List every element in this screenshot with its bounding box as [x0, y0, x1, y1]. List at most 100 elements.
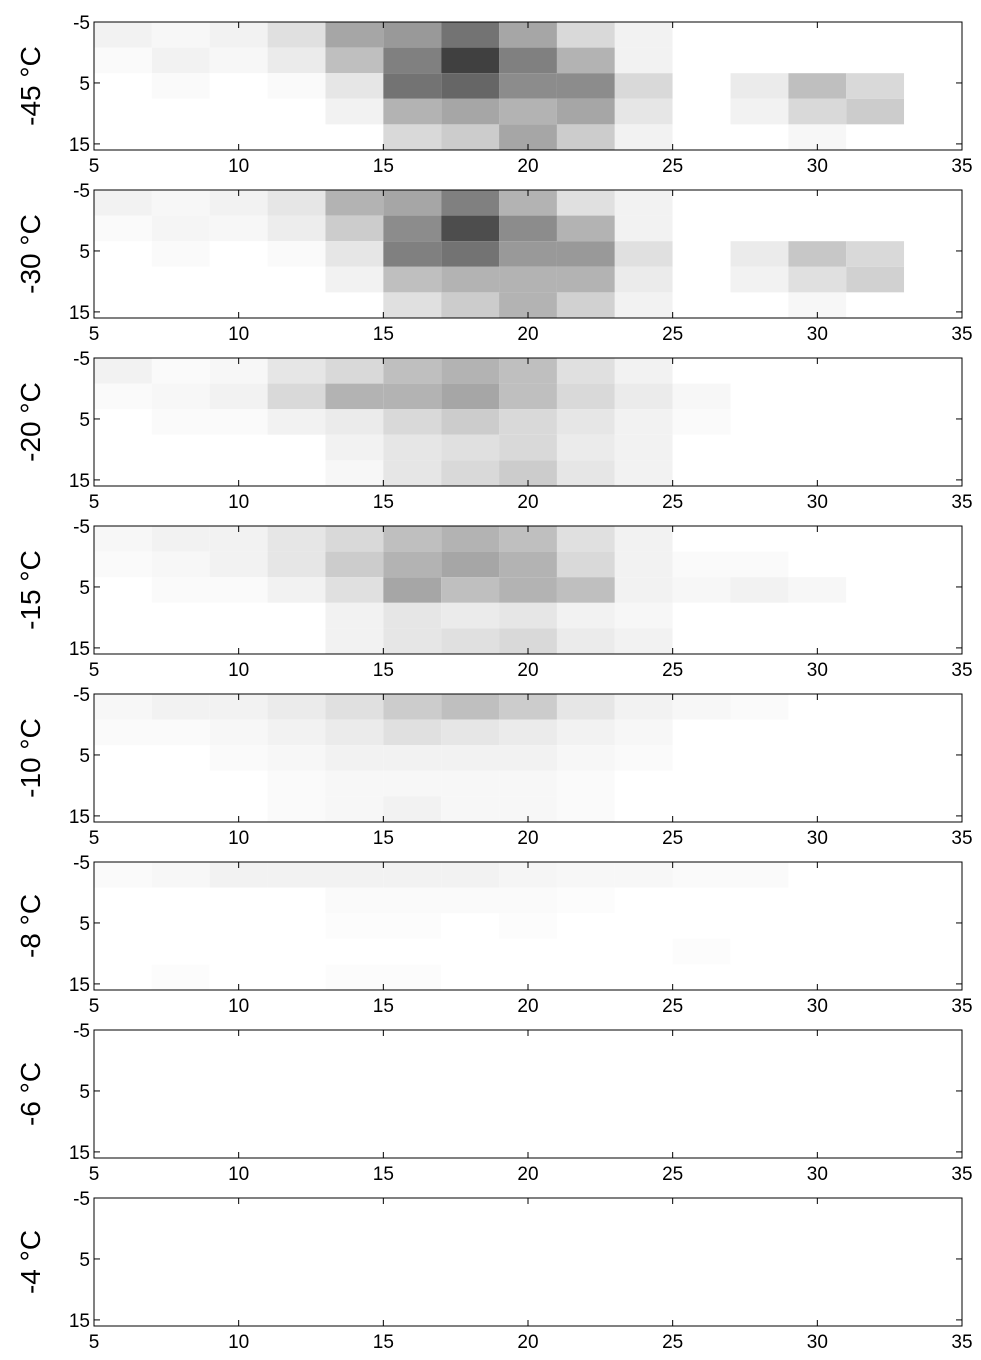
heat-cell	[499, 602, 557, 629]
heat-cell	[383, 47, 442, 74]
x-tick-label: 30	[807, 996, 828, 1017]
x-tick-label: 15	[373, 660, 394, 681]
heat-cell	[94, 1030, 152, 1056]
x-tick-label: 10	[228, 996, 249, 1017]
heat-cell	[383, 719, 442, 746]
heat-cell	[672, 1030, 731, 1056]
heat-cell	[672, 1132, 731, 1158]
heat-cell	[672, 215, 731, 242]
heat-cell	[672, 98, 731, 125]
x-tick-label: 30	[807, 324, 828, 345]
heat-cell	[151, 1055, 210, 1082]
heat-cell	[788, 770, 847, 797]
heat-cell	[209, 47, 268, 74]
heat-cell	[499, 577, 557, 603]
heat-cell	[672, 266, 731, 293]
heat-cell	[441, 98, 500, 125]
x-tick-label: 10	[228, 1164, 249, 1185]
heat-cell	[267, 745, 326, 771]
heat-cell	[209, 241, 268, 267]
heat-cell	[556, 1223, 615, 1250]
heat-cell	[267, 526, 326, 552]
heat-cell	[788, 98, 847, 125]
heat-cell	[614, 913, 673, 939]
heat-cell	[556, 98, 615, 125]
heat-cell	[846, 862, 905, 888]
heat-cell	[151, 241, 210, 267]
heat-cell	[672, 22, 731, 48]
heat-cell	[499, 215, 557, 242]
heat-cell	[672, 964, 731, 990]
heat-cell	[788, 1055, 847, 1082]
x-tick-label: 15	[373, 828, 394, 849]
heat-cell	[267, 1300, 326, 1326]
heat-cell	[614, 862, 673, 888]
heat-cell	[151, 1198, 210, 1224]
heat-cell	[441, 745, 500, 771]
x-tick-label: 20	[517, 156, 538, 177]
heat-cell	[325, 1081, 384, 1107]
heat-cell	[94, 602, 152, 629]
heat-cell	[672, 1081, 731, 1107]
x-tick-label: 25	[662, 156, 683, 177]
heat-cell	[267, 241, 326, 267]
heat-cell	[730, 241, 789, 267]
heat-cell	[672, 190, 731, 216]
heat-cell	[94, 694, 152, 720]
heat-cell	[441, 358, 500, 384]
heat-cell	[325, 796, 384, 822]
heat-cell	[325, 460, 384, 486]
heat-cell	[846, 190, 905, 216]
heat-cell	[904, 241, 962, 267]
x-tick-label: 20	[517, 996, 538, 1017]
heat-cell	[672, 719, 731, 746]
x-tick-label: 35	[951, 996, 972, 1017]
heat-cell	[846, 73, 905, 99]
heat-cell	[556, 215, 615, 242]
heat-cell	[846, 241, 905, 267]
heat-cell	[325, 1030, 384, 1056]
x-tick-label: 35	[951, 324, 972, 345]
heat-cell	[383, 745, 442, 771]
heat-cell	[499, 719, 557, 746]
x-tick-label: 25	[662, 1164, 683, 1185]
heat-cell	[151, 434, 210, 461]
heat-cell	[614, 938, 673, 965]
heat-cell	[325, 628, 384, 654]
heat-cell	[94, 938, 152, 965]
heat-cell	[556, 292, 615, 318]
heat-cell	[614, 694, 673, 720]
heat-cell	[151, 1132, 210, 1158]
heat-cell	[788, 577, 847, 603]
heat-cell	[730, 745, 789, 771]
heat-cell	[730, 409, 789, 435]
x-tick-label: 20	[517, 660, 538, 681]
heat-cell	[267, 770, 326, 797]
heat-cell	[904, 1198, 962, 1224]
y-axis-label: -30 °C	[15, 214, 46, 294]
heat-cell	[151, 358, 210, 384]
heat-cell	[325, 745, 384, 771]
heat-cell	[846, 1249, 905, 1275]
heat-cell	[904, 913, 962, 939]
heat-cell	[499, 770, 557, 797]
heat-cell	[614, 887, 673, 914]
heat-cell	[325, 1198, 384, 1224]
heat-cell	[904, 47, 962, 74]
heat-cell	[614, 796, 673, 822]
y-tick-label: -5	[73, 517, 90, 538]
x-tick-label: 15	[373, 156, 394, 177]
heat-cell	[441, 1274, 500, 1301]
heat-cell	[788, 434, 847, 461]
heat-cell	[614, 460, 673, 486]
y-tick-label: -5	[73, 1189, 90, 1210]
heat-cell	[730, 577, 789, 603]
heat-cell	[730, 1249, 789, 1275]
heat-cell	[151, 190, 210, 216]
heat-cell	[904, 124, 962, 150]
heat-cell	[788, 745, 847, 771]
heat-cell	[499, 241, 557, 267]
heat-cell	[846, 292, 905, 318]
heat-cell	[730, 887, 789, 914]
heat-cell	[383, 526, 442, 552]
